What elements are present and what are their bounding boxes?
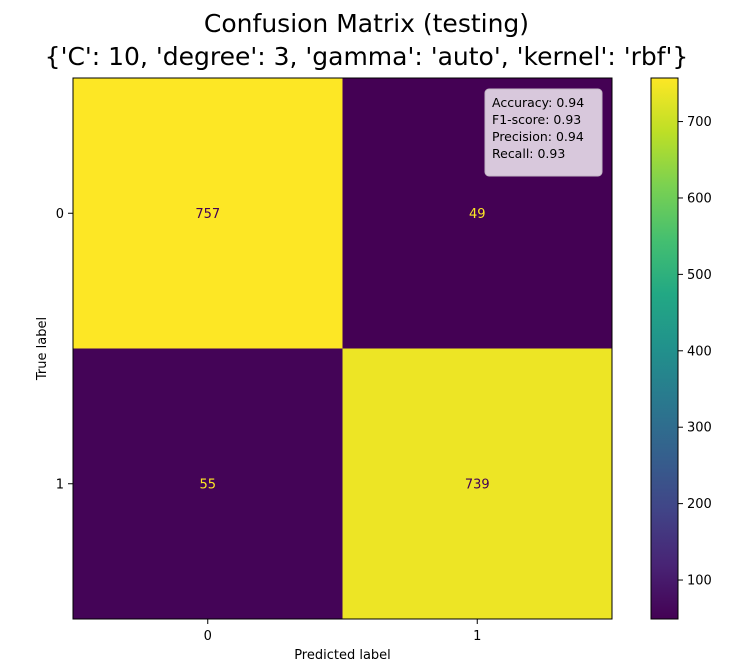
colorbar-ticks: 100 200 300 400 500 600 700 <box>678 115 712 589</box>
plot-frame <box>72 77 613 620</box>
cell-value-r1-c1: 739 <box>465 477 490 492</box>
heatmap-cell-r1-c1 <box>342 348 612 619</box>
y-tick-label-0: 0 <box>56 207 64 222</box>
metrics-box: Accuracy: 0.94 F1-score: 0.93 Precision:… <box>484 88 603 177</box>
x-tick-label-1: 1 <box>473 629 481 644</box>
colorbar-tick-label-3: 400 <box>687 344 712 359</box>
heatmap-cell-labels: 757 49 55 739 <box>195 207 489 493</box>
metric-precision: Precision: 0.94 <box>492 129 584 144</box>
y-tick-label-1: 1 <box>56 477 64 492</box>
y-axis-ticks: 01 <box>56 207 73 492</box>
metric-accuracy: Accuracy: 0.94 <box>492 95 584 110</box>
cell-value-r1-c0: 55 <box>199 477 216 492</box>
colorbar-tick-label-5: 600 <box>687 191 712 206</box>
metrics-box-background <box>484 88 603 177</box>
cell-value-r0-c1: 49 <box>469 207 486 222</box>
colorbar-tick-label-6: 700 <box>687 115 712 130</box>
heatmap-cell-r1-c0 <box>73 348 343 619</box>
heatmap-cell-r0-c0 <box>73 78 343 349</box>
metric-recall: Recall: 0.93 <box>492 146 565 161</box>
colorbar-gradient <box>651 78 678 619</box>
colorbar-tick-label-2: 300 <box>687 421 712 436</box>
colorbar-tick-label-4: 500 <box>687 268 712 283</box>
metric-f1-score: F1-score: 0.93 <box>492 112 581 127</box>
y-axis-label: True label <box>35 317 50 381</box>
x-tick-label-0: 0 <box>204 629 212 644</box>
chart-title-line-2: {'C': 10, 'degree': 3, 'gamma': 'auto', … <box>45 42 689 71</box>
colorbar-tick-label-0: 100 <box>687 574 712 589</box>
colorbar: 100 200 300 400 500 600 700 <box>650 77 712 620</box>
colorbar-frame <box>650 77 679 620</box>
chart-title-line-1: Confusion Matrix (testing) <box>204 9 529 38</box>
colorbar-tick-label-1: 200 <box>687 497 712 512</box>
x-axis-label: Predicted label <box>294 648 391 663</box>
cell-value-r0-c0: 757 <box>195 207 220 222</box>
